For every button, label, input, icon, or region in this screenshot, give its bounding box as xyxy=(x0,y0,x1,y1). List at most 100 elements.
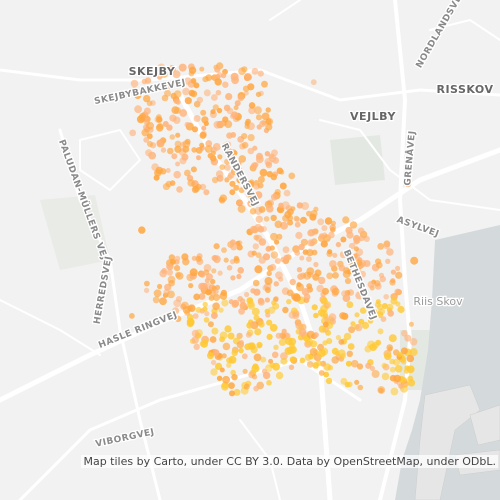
heat-dot xyxy=(344,381,351,388)
heat-dot xyxy=(202,301,208,308)
heat-dot xyxy=(381,303,388,309)
heat-dot xyxy=(401,330,408,337)
heat-dot xyxy=(308,229,316,236)
heat-dot xyxy=(143,137,150,143)
heat-dot xyxy=(253,106,262,115)
heat-dot xyxy=(325,329,332,336)
heat-dot xyxy=(213,288,219,295)
heat-dot xyxy=(273,281,279,287)
heat-dot xyxy=(404,365,410,371)
heat-dot xyxy=(139,112,146,120)
heat-dot xyxy=(182,140,191,148)
heat-dot xyxy=(230,275,236,281)
heat-dot xyxy=(159,297,167,306)
heat-dot xyxy=(250,225,258,234)
heat-dot xyxy=(155,124,164,132)
heat-dot xyxy=(341,290,348,297)
heat-dot xyxy=(310,79,317,86)
heat-dot xyxy=(282,214,290,222)
heat-dot xyxy=(361,321,370,330)
heat-dot xyxy=(404,334,412,342)
heat-dot xyxy=(238,155,247,163)
heat-dot xyxy=(130,79,139,88)
heat-dot xyxy=(300,216,307,224)
heat-dot xyxy=(211,312,218,319)
heat-dot xyxy=(269,245,275,251)
heat-dot xyxy=(258,321,265,328)
heat-dot xyxy=(271,351,279,359)
heat-dot xyxy=(249,321,255,327)
heat-dot xyxy=(342,216,350,224)
heat-dot xyxy=(288,311,297,319)
heat-dot xyxy=(192,313,199,319)
heat-dot xyxy=(356,363,364,370)
heat-dot xyxy=(323,321,329,328)
heat-dot xyxy=(298,243,305,251)
heat-dot xyxy=(174,145,182,153)
heat-dot xyxy=(322,287,329,295)
heat-dot xyxy=(262,371,271,380)
heat-dot xyxy=(229,390,235,397)
heat-dot xyxy=(207,321,214,328)
heat-dot xyxy=(305,338,314,346)
heat-dot xyxy=(273,296,279,302)
heat-dot xyxy=(282,258,289,265)
heat-dot xyxy=(210,278,216,285)
heat-dot xyxy=(218,197,226,204)
heat-dot xyxy=(395,271,403,279)
heat-dot xyxy=(235,167,244,175)
heat-dot xyxy=(294,221,301,228)
heat-dot xyxy=(219,367,225,373)
heat-dot xyxy=(266,205,274,213)
heat-dot xyxy=(375,339,382,346)
heat-dot xyxy=(200,109,207,116)
heat-dot xyxy=(295,231,303,239)
heat-dot xyxy=(210,155,217,162)
heat-dot xyxy=(245,332,252,338)
heat-dot xyxy=(258,256,266,264)
heat-dot xyxy=(210,368,218,376)
heat-dot xyxy=(172,70,181,79)
heat-dot xyxy=(224,164,231,171)
heat-dot xyxy=(309,347,318,356)
heat-dot xyxy=(244,343,252,351)
heat-dot xyxy=(175,132,181,138)
heat-dot xyxy=(200,282,208,291)
heat-dot xyxy=(254,265,263,274)
heat-dot xyxy=(404,180,412,188)
heat-dot xyxy=(248,102,256,109)
heat-dot xyxy=(274,220,283,229)
heat-dot xyxy=(306,267,315,275)
heat-dot xyxy=(221,353,227,359)
heat-dot xyxy=(369,365,375,372)
heat-dot xyxy=(189,268,198,277)
heat-dot xyxy=(235,240,241,246)
heat-dot xyxy=(203,120,209,127)
heat-dot xyxy=(252,243,259,250)
heat-dot xyxy=(255,252,262,259)
heat-dot xyxy=(314,269,322,277)
heat-dot xyxy=(129,129,137,137)
heat-dot xyxy=(173,98,180,104)
heat-dot xyxy=(287,219,294,226)
heat-dot xyxy=(201,125,207,131)
heat-dot xyxy=(247,134,255,142)
heat-dot xyxy=(342,270,351,278)
heat-dot xyxy=(165,168,171,173)
heat-dot xyxy=(173,170,181,179)
heat-dot xyxy=(338,339,345,345)
heat-dot xyxy=(283,189,291,197)
heat-dot xyxy=(350,321,356,327)
heat-dot xyxy=(217,270,223,276)
heat-dot xyxy=(251,307,260,316)
heat-dot xyxy=(357,384,364,391)
heat-dot xyxy=(195,306,202,313)
heat-dot xyxy=(390,297,398,305)
heat-dot xyxy=(332,272,339,279)
heat-dot xyxy=(204,278,210,283)
heat-dot xyxy=(275,332,282,339)
heat-dot xyxy=(288,364,295,370)
heat-dot xyxy=(244,121,250,126)
heat-dot xyxy=(153,289,162,298)
